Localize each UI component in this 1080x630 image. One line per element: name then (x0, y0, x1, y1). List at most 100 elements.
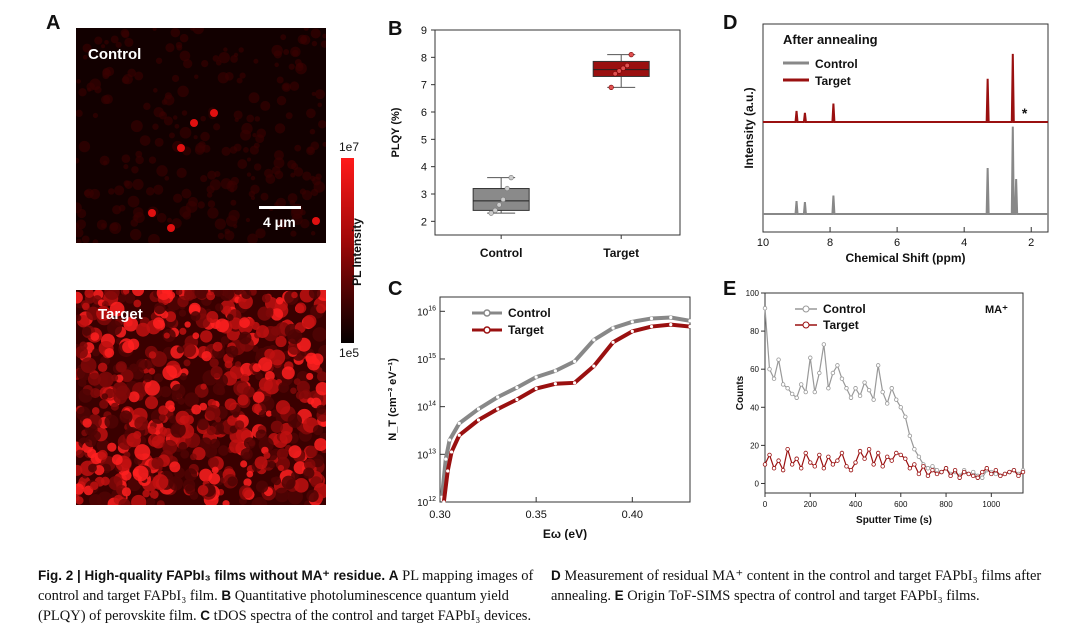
map-grain (290, 387, 297, 394)
map-grain (275, 335, 287, 348)
map-grain (111, 374, 119, 382)
map-grain (243, 437, 256, 449)
series-control-point (771, 376, 777, 381)
map-grain (264, 168, 274, 178)
map-grain (156, 285, 171, 301)
series-control-point (853, 386, 858, 391)
map-grain (315, 173, 322, 180)
map-grain (212, 383, 225, 395)
map-grain (78, 88, 87, 97)
map-grain (234, 420, 245, 430)
pl-map-target-label: Target (98, 306, 143, 323)
map-grain (130, 120, 143, 133)
series-target-point (1016, 473, 1021, 479)
map-grain (136, 322, 151, 337)
map-grain (227, 180, 234, 186)
map-grain (247, 233, 258, 245)
map-grain (178, 441, 188, 451)
map-grain (199, 437, 212, 450)
map-grain (266, 450, 278, 461)
map-grain (179, 33, 189, 43)
map-grain (294, 144, 302, 152)
series-control-point (898, 405, 903, 410)
map-grain (84, 435, 97, 448)
map-grain (227, 415, 238, 426)
series-control-point (573, 359, 577, 363)
series-target-point (898, 452, 903, 458)
map-grain (275, 297, 284, 305)
y-tick-label: 80 (750, 327, 759, 336)
map-grain (199, 402, 208, 411)
series-control-point (848, 395, 854, 400)
map-grain (168, 415, 178, 424)
series-target-point (826, 454, 831, 460)
map-hotspot (190, 119, 198, 127)
y-tick-exponent: 12 (428, 496, 436, 503)
x-tick-label: 0.40 (622, 509, 643, 521)
map-grain (306, 146, 316, 156)
caption-title: Fig. 2 | High-quality FAPbI₃ films witho… (38, 568, 386, 583)
map-grain (104, 414, 119, 429)
series-control-point (912, 446, 917, 452)
panel-c-letter: C (388, 278, 403, 300)
map-grain (135, 155, 144, 165)
map-grain (289, 81, 300, 91)
series-target-point (449, 450, 454, 454)
map-grain (300, 218, 310, 229)
map-grain (304, 458, 316, 471)
map-grain (152, 26, 157, 31)
map-grain (177, 85, 189, 98)
map-grain (276, 95, 287, 106)
map-grain (82, 54, 88, 60)
series-target-point (848, 467, 854, 473)
y-tick-label: 4 (421, 162, 427, 174)
series-target-point (688, 324, 692, 329)
series-target-point (630, 329, 634, 333)
map-grain (90, 388, 101, 399)
pl-map-control: Control 4 μm (70, 22, 329, 246)
map-grain (315, 381, 330, 396)
series-target-point (998, 473, 1003, 479)
map-grain (250, 195, 256, 201)
series-control-point (803, 389, 808, 395)
map-grain (179, 372, 188, 381)
box-point (504, 185, 510, 192)
map-grain (229, 146, 238, 154)
map-grain (144, 380, 160, 396)
map-grain (207, 170, 217, 180)
series-target-point (921, 464, 926, 469)
x-tick-label: Control (480, 246, 523, 260)
map-grain (147, 233, 160, 246)
map-grain (302, 171, 312, 181)
map-grain (82, 302, 90, 311)
map-grain (178, 309, 187, 317)
legend-label: Target (508, 323, 544, 337)
map-grain (101, 44, 106, 49)
map-grain (168, 132, 175, 139)
colorbar-min-label: 1e5 (339, 346, 360, 360)
scale-bar-label: 4 μm (263, 214, 296, 230)
map-grain (152, 123, 159, 130)
series-target-point (767, 452, 772, 458)
chart-title: After annealing (783, 32, 878, 47)
map-grain (241, 289, 252, 300)
series-control-point (930, 464, 935, 469)
map-grain (224, 230, 235, 241)
map-grain (275, 400, 291, 415)
map-grain (320, 420, 328, 427)
map-grain (192, 332, 200, 340)
map-grain (74, 228, 84, 238)
scale-bar (259, 206, 301, 209)
box-point (628, 51, 634, 58)
series-control-point (844, 386, 849, 391)
map-grain (175, 410, 190, 426)
legend-marker (802, 321, 810, 329)
map-grain (121, 470, 132, 481)
map-grain (76, 219, 87, 230)
map-grain (156, 212, 167, 223)
map-grain (318, 120, 327, 129)
map-grain (229, 365, 244, 380)
map-grain (102, 72, 110, 80)
map-grain (148, 368, 156, 375)
